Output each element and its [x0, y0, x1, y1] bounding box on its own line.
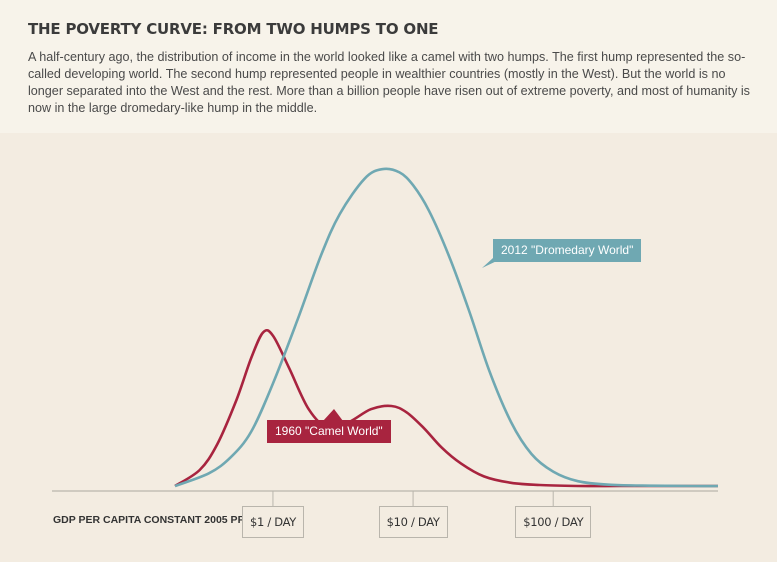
- x-tick-label: $1 / DAY: [241, 506, 305, 538]
- chart-description: A half-century ago, the distribution of …: [28, 50, 750, 115]
- header-panel: THE POVERTY CURVE: FROM TWO HUMPS TO ONE…: [0, 0, 777, 133]
- series-line-1960: [174, 328, 718, 488]
- callout-1960-pointer: [323, 409, 343, 421]
- series-label-1960: 1960 "Camel World": [267, 420, 391, 443]
- series-label-2012: 2012 "Dromedary World": [493, 239, 642, 262]
- x-axis-label: GDP PER CAPITA CONSTANT 2005 PPP$: [53, 514, 258, 526]
- chart-title: THE POVERTY CURVE: FROM TWO HUMPS TO ONE: [28, 20, 439, 38]
- x-tick-label: $10 / DAY: [378, 506, 448, 538]
- x-tick-label: $100 / DAY: [515, 506, 592, 538]
- series-line-2012: [174, 167, 719, 488]
